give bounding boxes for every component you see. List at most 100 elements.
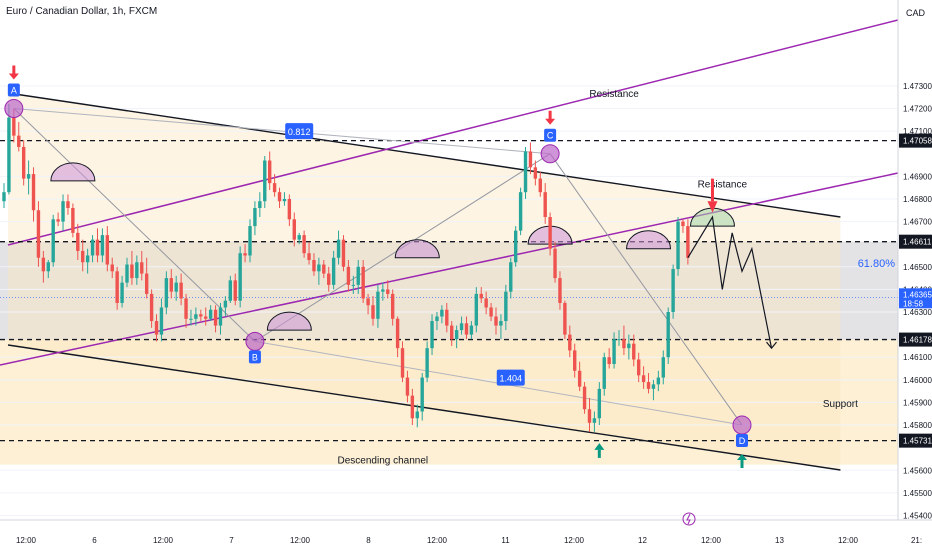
candle-body [538,178,542,193]
candle-body [381,289,385,292]
candle-body [322,264,326,274]
candle-body [656,377,661,385]
point-label: B [252,352,258,362]
candle-body [548,217,552,249]
candle-body [66,201,70,208]
candle-body [169,278,173,292]
candle-body [464,323,469,335]
pointer-arrow-up [594,443,605,450]
candle-body [184,298,188,319]
price-tick-label: 1.45900 [903,398,932,407]
candle-body [425,348,429,378]
candle-body [41,257,46,272]
candle-body [174,282,178,292]
lightning-icon [682,512,696,526]
candle-body [533,167,538,179]
candle-body [292,219,296,240]
candle-body [484,298,488,308]
price-tick-label: 1.46700 [903,218,932,227]
candle-body [543,192,547,218]
time-tick-label: 13 [775,536,784,545]
time-tick-label: 12:00 [701,536,722,545]
candle-body [317,264,321,272]
candle-body [120,282,124,303]
pointer-arrow-down [545,118,556,125]
candle-body [573,350,577,371]
candle-body [36,210,41,258]
candle-body [661,357,665,378]
candle-body [415,411,419,419]
candle-body [563,302,567,335]
candle-body [130,264,134,279]
pivot-circle [4,99,24,119]
candle-body [518,192,523,231]
candle-body [612,339,616,364]
candle-body [351,284,356,286]
annotations: ResistanceResistanceDynamic resistanceKi… [285,89,895,466]
candle-body [61,201,65,222]
candle-body [228,280,233,301]
point-badge [7,83,20,97]
candle-body [577,370,582,387]
arc-marker [626,230,672,250]
candle-body [277,192,282,202]
price-axis-bg [898,0,932,550]
candle-body [263,160,267,202]
candle-body [420,377,424,412]
candle-body [646,382,651,389]
candle-body [528,151,533,168]
annotation-text: Resistance [698,180,748,191]
price-tick-label: 1.46500 [903,263,932,272]
arc-marker [50,162,96,182]
pointer-arrow-shaft [740,460,744,469]
candle-body [331,257,336,285]
candle-body [469,325,474,335]
price-tick-label: 1.46800 [903,195,932,204]
candle-body [115,271,119,303]
candle-body [356,266,360,285]
candle-body [568,334,572,351]
candle-body [248,226,252,256]
currency-label: CAD [906,8,926,18]
candle-body [627,343,631,349]
candle-body [327,273,331,285]
candle-body [617,339,621,341]
candle-body [76,232,80,251]
candle-body [681,221,685,227]
ratio-label: 1.404 [499,374,522,384]
level-price-badge [899,332,932,347]
candle-body [238,253,242,301]
candle-body [208,309,213,319]
candle-body [233,280,237,301]
candle-body [494,316,498,326]
price-axis[interactable]: 1.47300 1.47200 1.47100 1.46900 1.46800 1.467… [897,0,932,550]
arc-markers [50,162,735,331]
candle-body [194,314,198,319]
candle-body [474,293,479,326]
time-axis[interactable]: 12:00 6 12:00 7 12:00 8 12:00 11 12:00 12 12:00 13 1… [0,512,932,550]
projection-line [687,215,773,349]
ratio-badge [496,369,525,386]
candle-body [287,198,292,220]
pivot-circle [245,331,265,351]
candle-body [454,330,459,340]
candle-body [686,226,690,258]
price-tick-label: 1.45500 [903,489,932,498]
price-tick-label: 1.47300 [903,82,932,91]
candle-body [154,321,159,335]
time-tick-label: 12:00 [290,536,311,545]
annotation-text: Descending channel [338,455,429,466]
candle-body [553,248,557,279]
candle-body [81,250,85,263]
candle-body [282,198,287,202]
price-tick-label: 1.46000 [903,376,932,385]
candle-body [12,117,16,136]
candle-body [267,160,272,184]
pattern-points: A B C D [4,65,752,469]
price-tick-label: 1.45600 [903,466,932,475]
candle-body [405,377,410,396]
point-label: C [547,131,554,141]
candle-body [2,192,6,202]
candle-body [135,262,139,279]
